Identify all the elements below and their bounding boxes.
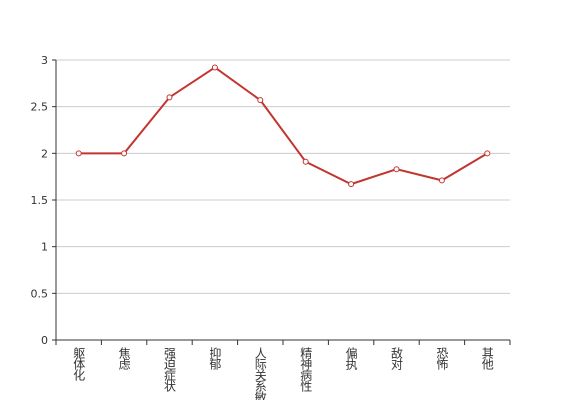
y-tick-label: 1.5	[31, 194, 49, 207]
point	[348, 181, 355, 188]
x-tick-label: 其他	[480, 347, 494, 370]
point	[257, 97, 264, 104]
x-tick-label: 恐怖	[435, 347, 449, 370]
point	[211, 64, 218, 71]
point	[302, 158, 309, 165]
point	[438, 177, 445, 184]
x-tick-label: 抑郁	[208, 346, 222, 371]
y-tick-label: 0.5	[31, 287, 49, 300]
y-tick-label: 1	[41, 241, 48, 254]
x-tick-label: 敌对	[390, 346, 404, 370]
x-tick-label: 人际关系敏感	[253, 347, 267, 400]
y-tick-label: 2.5	[31, 101, 49, 114]
y-tick-label: 3	[41, 54, 48, 67]
y-tick-label: 2	[41, 147, 48, 160]
x-tick-label: 焦虑	[117, 347, 131, 370]
point	[166, 94, 173, 101]
x-tick-label: 强迫症状	[163, 347, 177, 392]
x-tick-label: 躯体化	[72, 346, 86, 382]
x-tick-label: 精神病性	[299, 347, 313, 393]
point	[484, 150, 491, 157]
point	[121, 150, 128, 157]
point	[75, 150, 82, 157]
point	[393, 166, 400, 173]
y-tick-label: 0	[41, 334, 48, 347]
x-tick-label: 偏执	[344, 346, 358, 371]
line	[78, 66, 488, 186]
